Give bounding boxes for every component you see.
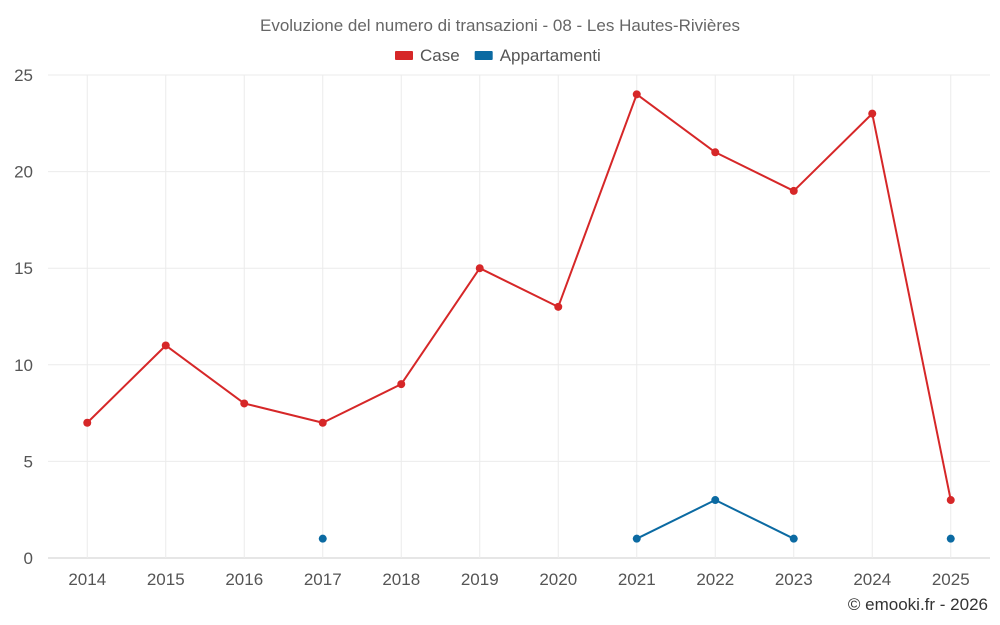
x-tick-label: 2022 [696, 570, 734, 589]
data-point[interactable] [946, 534, 955, 543]
series-line [86, 93, 952, 501]
grid [48, 74, 990, 559]
data-point[interactable] [240, 399, 249, 408]
series-layer [83, 90, 955, 543]
data-point[interactable] [789, 534, 798, 543]
x-tick-label: 2025 [932, 570, 970, 589]
data-point[interactable] [789, 186, 798, 195]
series-case [83, 90, 955, 505]
x-tick-label: 2014 [68, 570, 106, 589]
x-tick-label: 2015 [147, 570, 185, 589]
data-point[interactable] [868, 109, 877, 118]
data-point[interactable] [318, 418, 327, 427]
legend-label: Case [420, 46, 460, 65]
chart-title: Evoluzione del numero di transazioni - 0… [260, 16, 740, 35]
y-axis-ticks: 0 5 10 15 20 25 [14, 66, 33, 568]
x-axis-ticks: 2014 2015 2016 2017 2018 2019 2020 2021 2022 2023… [68, 570, 969, 589]
legend-item-case[interactable]: Case [395, 46, 460, 65]
legend-item-appartamenti[interactable]: Appartamenti [474, 46, 601, 65]
data-point[interactable] [318, 534, 327, 543]
y-tick-label: 25 [14, 66, 33, 85]
x-tick-label: 2020 [539, 570, 577, 589]
x-tick-label: 2017 [304, 570, 342, 589]
credit-text: © emooki.fr - 2026 [848, 595, 988, 614]
data-point[interactable] [161, 341, 170, 350]
data-point[interactable] [711, 496, 720, 505]
data-point[interactable] [475, 264, 484, 273]
x-tick-label: 2016 [225, 570, 263, 589]
y-tick-label: 10 [14, 356, 33, 375]
data-point[interactable] [397, 380, 406, 389]
legend-swatch [474, 51, 493, 60]
y-tick-label: 0 [24, 549, 33, 568]
x-tick-label: 2021 [618, 570, 656, 589]
y-tick-label: 20 [14, 163, 33, 182]
y-tick-label: 5 [24, 452, 33, 471]
x-tick-label: 2019 [461, 570, 499, 589]
data-point[interactable] [632, 534, 641, 543]
data-point[interactable] [711, 148, 720, 157]
x-tick-label: 2023 [775, 570, 813, 589]
data-point[interactable] [554, 302, 563, 311]
data-point[interactable] [632, 90, 641, 99]
legend-label: Appartamenti [500, 46, 601, 65]
x-tick-label: 2018 [382, 570, 420, 589]
data-point[interactable] [83, 418, 92, 427]
series-appartamenti [318, 496, 955, 543]
data-point[interactable] [946, 496, 955, 505]
x-tick-label: 2024 [853, 570, 891, 589]
legend: Case Appartamenti [395, 46, 601, 65]
y-tick-label: 15 [14, 259, 33, 278]
legend-swatch [395, 51, 413, 60]
